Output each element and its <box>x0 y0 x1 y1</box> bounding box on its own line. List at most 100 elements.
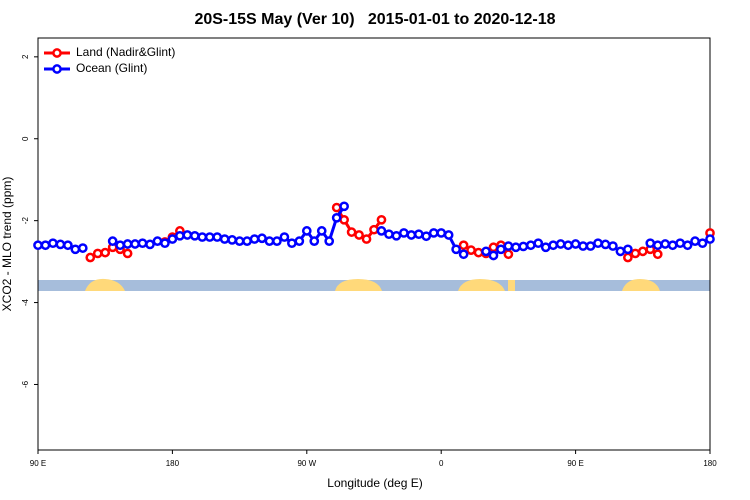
point <box>212 232 223 242</box>
point <box>122 248 133 259</box>
x-tick-label: 180 <box>166 459 180 468</box>
point <box>287 238 297 249</box>
point <box>257 233 267 244</box>
point <box>406 230 417 240</box>
point <box>466 245 476 255</box>
point <box>503 249 514 260</box>
y-tick-label: 0 <box>21 136 30 141</box>
point <box>85 252 96 263</box>
point <box>316 226 327 236</box>
point <box>294 236 305 246</box>
point <box>570 239 581 249</box>
point <box>272 236 282 246</box>
point <box>511 242 521 253</box>
point <box>428 228 439 238</box>
point <box>152 236 163 246</box>
point <box>630 248 641 259</box>
point <box>197 232 208 242</box>
point <box>481 246 491 257</box>
point <box>525 240 536 251</box>
land-strip <box>622 279 660 291</box>
chart-title: 20S-15S May (Ver 10) 2015-01-01 to 2020-… <box>194 11 555 28</box>
point <box>160 238 170 249</box>
point <box>100 247 111 258</box>
point <box>331 212 342 223</box>
point <box>92 248 103 259</box>
point <box>376 214 387 225</box>
point <box>578 241 588 251</box>
land-strip <box>458 279 505 291</box>
x-tick-label: 180 <box>703 459 717 468</box>
y-tick-label: 2 <box>21 54 30 59</box>
point <box>331 202 342 213</box>
point <box>324 236 335 246</box>
point <box>585 241 596 251</box>
x-tick-label: 90 W <box>297 459 316 468</box>
point <box>413 229 424 240</box>
point <box>458 240 469 251</box>
point <box>369 224 379 235</box>
point <box>234 236 245 246</box>
point <box>384 229 394 240</box>
land-strip <box>508 280 515 291</box>
point <box>503 241 514 251</box>
point <box>115 240 125 251</box>
x-tick-label: 0 <box>439 459 444 468</box>
point <box>346 227 357 237</box>
land-strip <box>335 279 382 291</box>
x-tick-label: 90 E <box>567 459 583 468</box>
point <box>608 241 618 251</box>
point <box>667 240 678 251</box>
x-axis-label: Longitude (deg E) <box>327 476 422 490</box>
point <box>137 238 148 249</box>
point <box>593 238 603 249</box>
point <box>623 244 633 255</box>
point <box>391 230 402 241</box>
point <box>40 240 51 251</box>
point <box>189 230 200 241</box>
point <box>488 250 499 261</box>
point <box>145 239 155 250</box>
point <box>77 243 88 253</box>
point <box>645 238 656 249</box>
point <box>697 238 708 249</box>
point <box>443 230 454 240</box>
point <box>540 242 551 253</box>
y-axis-label: XCO2 - MLO trend (ppm) <box>0 177 14 312</box>
point <box>399 228 409 238</box>
point <box>615 246 626 257</box>
point <box>70 244 81 255</box>
point <box>107 236 118 246</box>
point <box>652 240 663 251</box>
point <box>339 201 349 212</box>
point <box>33 240 43 251</box>
point <box>705 234 715 244</box>
point <box>227 235 237 245</box>
point <box>219 234 230 244</box>
point <box>301 226 312 236</box>
point <box>675 238 685 249</box>
point <box>682 240 693 251</box>
point <box>130 239 140 249</box>
point <box>496 244 506 255</box>
point <box>488 242 499 253</box>
point <box>339 214 349 225</box>
point <box>555 239 566 249</box>
point <box>279 232 290 242</box>
point <box>55 239 66 250</box>
legend-marker <box>52 64 62 74</box>
point <box>175 230 185 241</box>
y-tick-label: -2 <box>21 217 30 225</box>
point <box>436 228 447 238</box>
point <box>264 236 275 246</box>
point <box>361 234 372 244</box>
legend-label: Ocean (Glint) <box>76 61 147 75</box>
point <box>637 246 648 257</box>
legend-label: Land (Nadir&Glint) <box>76 45 175 59</box>
point <box>63 240 73 251</box>
point <box>167 234 178 244</box>
point <box>249 234 260 244</box>
point <box>458 249 469 260</box>
point <box>473 247 484 258</box>
point <box>242 236 252 246</box>
